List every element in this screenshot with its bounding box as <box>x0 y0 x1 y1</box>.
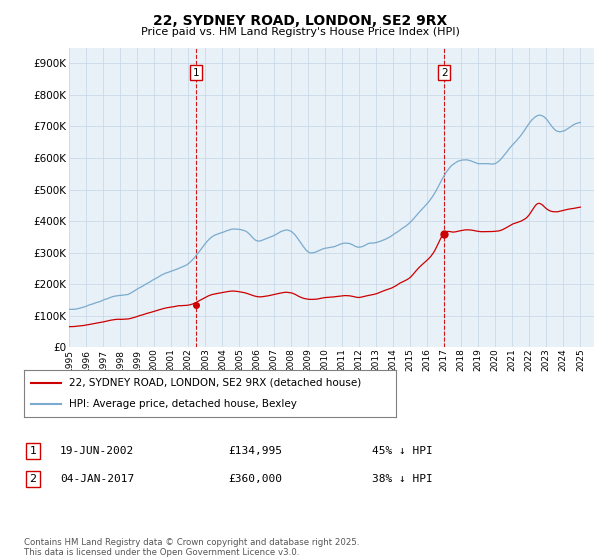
Text: 1: 1 <box>193 68 200 78</box>
Text: 19-JUN-2002: 19-JUN-2002 <box>60 446 134 456</box>
Text: 38% ↓ HPI: 38% ↓ HPI <box>372 474 433 484</box>
Text: 22, SYDNEY ROAD, LONDON, SE2 9RX (detached house): 22, SYDNEY ROAD, LONDON, SE2 9RX (detach… <box>68 378 361 388</box>
Text: £360,000: £360,000 <box>228 474 282 484</box>
Text: 1: 1 <box>29 446 37 456</box>
Text: 2: 2 <box>441 68 448 78</box>
Text: 04-JAN-2017: 04-JAN-2017 <box>60 474 134 484</box>
Text: 45% ↓ HPI: 45% ↓ HPI <box>372 446 433 456</box>
Text: Contains HM Land Registry data © Crown copyright and database right 2025.
This d: Contains HM Land Registry data © Crown c… <box>24 538 359 557</box>
Text: 22, SYDNEY ROAD, LONDON, SE2 9RX: 22, SYDNEY ROAD, LONDON, SE2 9RX <box>153 14 447 28</box>
Text: Price paid vs. HM Land Registry's House Price Index (HPI): Price paid vs. HM Land Registry's House … <box>140 27 460 37</box>
Text: HPI: Average price, detached house, Bexley: HPI: Average price, detached house, Bexl… <box>68 399 296 409</box>
Text: 2: 2 <box>29 474 37 484</box>
Text: £134,995: £134,995 <box>228 446 282 456</box>
